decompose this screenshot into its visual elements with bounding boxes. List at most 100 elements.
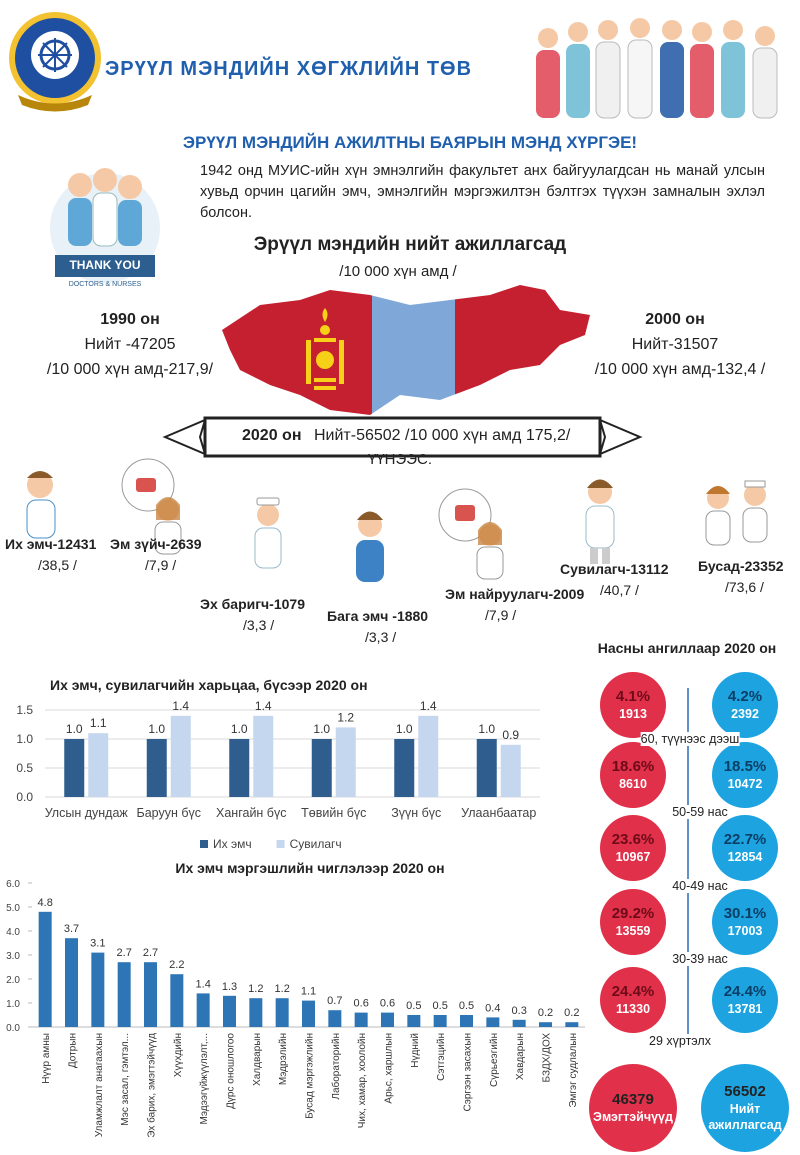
bar — [64, 739, 85, 797]
bar — [253, 715, 274, 797]
bar — [476, 739, 497, 797]
value-label: 0.5 — [406, 1000, 421, 1012]
bar — [223, 995, 236, 1027]
bar — [146, 739, 167, 797]
role-label: Их эмч-12431 — [5, 536, 97, 552]
all-total-main: 56502 — [724, 1083, 766, 1100]
value-label: 1.0 — [66, 722, 83, 736]
role-icons — [26, 458, 768, 582]
women-circle-sub: 1913 — [619, 707, 647, 721]
age-label: 40-49 нас — [672, 879, 728, 893]
x-tick-label: Мэс засал, гэмтэл... — [120, 1033, 131, 1126]
women-circle-sub: 10967 — [615, 850, 651, 864]
y-tick-label: 1.5 — [16, 703, 33, 717]
total-1990: Нийт -47205 — [84, 336, 176, 353]
y-tick-label: 0.5 — [16, 761, 33, 775]
women-circle-main: 18.6% — [611, 758, 655, 775]
bar — [565, 1022, 579, 1027]
bar — [88, 733, 109, 797]
x-tick-label: Эх барих, эмэгтэйчүүд — [146, 1033, 158, 1138]
year-1990: 1990 он — [100, 311, 160, 328]
total-2020: Нийт-56502 /10 000 хүн амд 175,2/ — [314, 427, 571, 444]
year-2000: 2000 он — [645, 311, 705, 328]
total-circle-sub: 13781 — [727, 1002, 763, 1016]
role-rate: /3,3 / — [243, 617, 275, 633]
value-label: 4.8 — [38, 897, 53, 909]
women-circle: 4.1% 1913 — [600, 672, 666, 738]
value-label: 1.1 — [90, 716, 107, 730]
women-total-sub: Эмэгтэйчүүд — [593, 1110, 673, 1124]
value-label: 1.2 — [248, 983, 263, 995]
value-label: 0.5 — [433, 1000, 448, 1012]
x-tick-label: Баруун бүс — [136, 806, 201, 820]
y-tick-label: 0.0 — [6, 1023, 20, 1034]
total-circle-sub: 12854 — [727, 850, 763, 864]
age-label: 29 хүртэлх — [649, 1034, 711, 1048]
x-tick-label: Төвийн бүс — [301, 806, 367, 820]
women-circle-main: 4.1% — [615, 688, 651, 705]
bar — [38, 911, 52, 1027]
value-label: 1.0 — [231, 722, 248, 736]
y-tick-label: 4.0 — [6, 927, 20, 938]
value-label: 1.2 — [337, 710, 354, 724]
x-tick-label: Улаанбаатар — [461, 806, 537, 820]
value-label: 3.1 — [90, 938, 105, 950]
x-tick-label: Хангайн бүс — [216, 806, 287, 820]
age-label: 30-39 нас — [672, 952, 728, 966]
value-label: 0.5 — [459, 1000, 474, 1012]
women-circle-main: 23.6% — [611, 831, 655, 848]
women-circle-main: 29.2% — [611, 905, 655, 922]
workforce-subtitle: /10 000 хүн амд / — [339, 263, 457, 280]
bar — [302, 1000, 315, 1027]
bar — [144, 962, 157, 1027]
x-tick-label: Нүдний — [410, 1033, 421, 1068]
value-label: 1.4 — [196, 978, 211, 990]
workforce-title: Эрүүл мэндийн нийт ажиллагсад — [253, 234, 567, 255]
x-tick-label: Улсын дундаж — [44, 806, 128, 820]
value-label: 2.2 — [169, 959, 184, 971]
value-label: 0.6 — [380, 998, 395, 1010]
women-total-main: 46379 — [612, 1091, 654, 1108]
value-label: 1.4 — [255, 699, 272, 713]
legend-label: Их эмч — [213, 837, 252, 851]
value-label: 0.3 — [512, 1005, 527, 1017]
legend-swatch — [200, 840, 208, 848]
x-tick-label: Нүүр амны — [41, 1033, 52, 1084]
y-tick-label: 3.0 — [6, 951, 20, 962]
y-tick-label: 2.0 — [6, 975, 20, 986]
value-label: 1.3 — [222, 981, 237, 993]
total-circle-main: 24.4% — [723, 983, 767, 1000]
role-label: Эм найруулагч-2009 — [445, 586, 585, 602]
value-label: 0.9 — [502, 728, 519, 742]
total-circle-sub: 10472 — [727, 777, 763, 791]
greeting: ЭРҮҮЛ МЭНДИЙН АЖИЛТНЫ БАЯРЫН МЭНД ХҮРГЭЕ… — [182, 133, 638, 152]
org-title: ЭРҮҮЛ МЭНДИЙН ХӨГЖЛИЙН ТӨВ — [105, 58, 473, 80]
x-tick-label: Сэргээн засахын — [463, 1033, 474, 1111]
women-total: 46379 Эмэгтэйчүүд — [589, 1064, 677, 1152]
x-tick-label: БЗДХ/ДОХ — [542, 1033, 553, 1083]
age-label: 50-59 нас — [672, 805, 728, 819]
value-label: 0.2 — [564, 1007, 579, 1019]
role-rate: /3,3 / — [365, 629, 397, 645]
ratio-chart: 0.0 0.5 1.0 1.5 1.0 1.0 1.0 1.0 1.0 1.0 1.1 1.4 1.4 1… — [16, 699, 540, 851]
legend-label: Сувилагч — [290, 837, 342, 851]
soyombo — [306, 308, 344, 390]
total-circle-main: 22.7% — [723, 831, 767, 848]
total-circle-sub: 17003 — [727, 924, 763, 938]
age-label: 60, түүнээс дээш — [640, 732, 740, 746]
value-label: 1.4 — [420, 699, 437, 713]
women-circle: 18.6% 8610 — [600, 742, 666, 808]
bar — [486, 1017, 500, 1027]
value-label: 1.0 — [478, 722, 495, 736]
y-tick-label: 6.0 — [6, 879, 20, 890]
total-2000: Нийт-31507 — [631, 336, 719, 353]
total-circle-main: 18.5% — [723, 758, 767, 775]
map — [222, 285, 590, 415]
women-circle: 23.6% 10967 — [600, 815, 666, 881]
value-label: 0.4 — [485, 1002, 500, 1014]
x-tick-label: Уламжлалт анагаахын — [94, 1033, 105, 1137]
x-tick-label: Халдварын — [252, 1033, 263, 1086]
bar — [539, 1022, 552, 1027]
value-label: 1.4 — [172, 699, 189, 713]
